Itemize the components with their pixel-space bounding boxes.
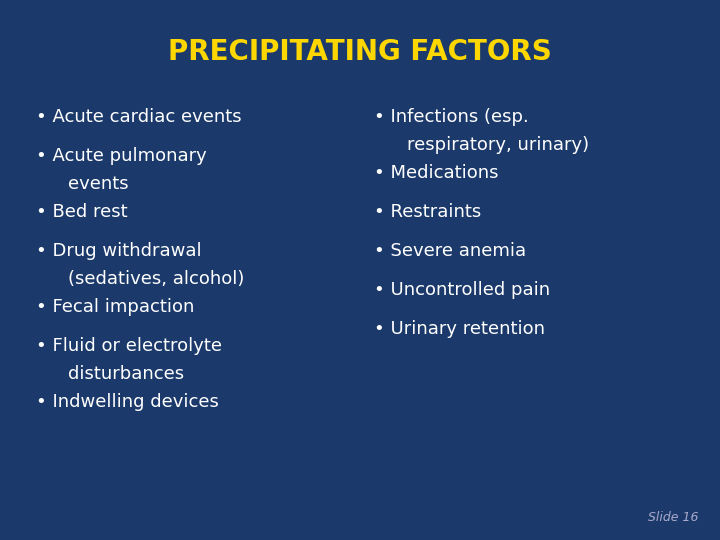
Text: • Urinary retention: • Urinary retention bbox=[374, 320, 546, 338]
Text: • Fecal impaction: • Fecal impaction bbox=[36, 298, 194, 316]
Text: • Medications: • Medications bbox=[374, 164, 499, 182]
Text: respiratory, urinary): respiratory, urinary) bbox=[407, 136, 589, 154]
Text: • Severe anemia: • Severe anemia bbox=[374, 242, 526, 260]
Text: • Acute pulmonary: • Acute pulmonary bbox=[36, 147, 207, 165]
Text: • Acute cardiac events: • Acute cardiac events bbox=[36, 108, 242, 126]
Text: • Indwelling devices: • Indwelling devices bbox=[36, 393, 219, 411]
Text: PRECIPITATING FACTORS: PRECIPITATING FACTORS bbox=[168, 38, 552, 66]
Text: • Infections (esp.: • Infections (esp. bbox=[374, 108, 529, 126]
Text: events: events bbox=[68, 175, 129, 193]
Text: (sedatives, alcohol): (sedatives, alcohol) bbox=[68, 270, 245, 288]
Text: • Uncontrolled pain: • Uncontrolled pain bbox=[374, 281, 551, 299]
Text: • Fluid or electrolyte: • Fluid or electrolyte bbox=[36, 337, 222, 355]
Text: • Bed rest: • Bed rest bbox=[36, 203, 127, 221]
Text: disturbances: disturbances bbox=[68, 365, 184, 383]
Text: • Restraints: • Restraints bbox=[374, 203, 482, 221]
Text: Slide 16: Slide 16 bbox=[648, 511, 698, 524]
Text: • Drug withdrawal: • Drug withdrawal bbox=[36, 242, 202, 260]
